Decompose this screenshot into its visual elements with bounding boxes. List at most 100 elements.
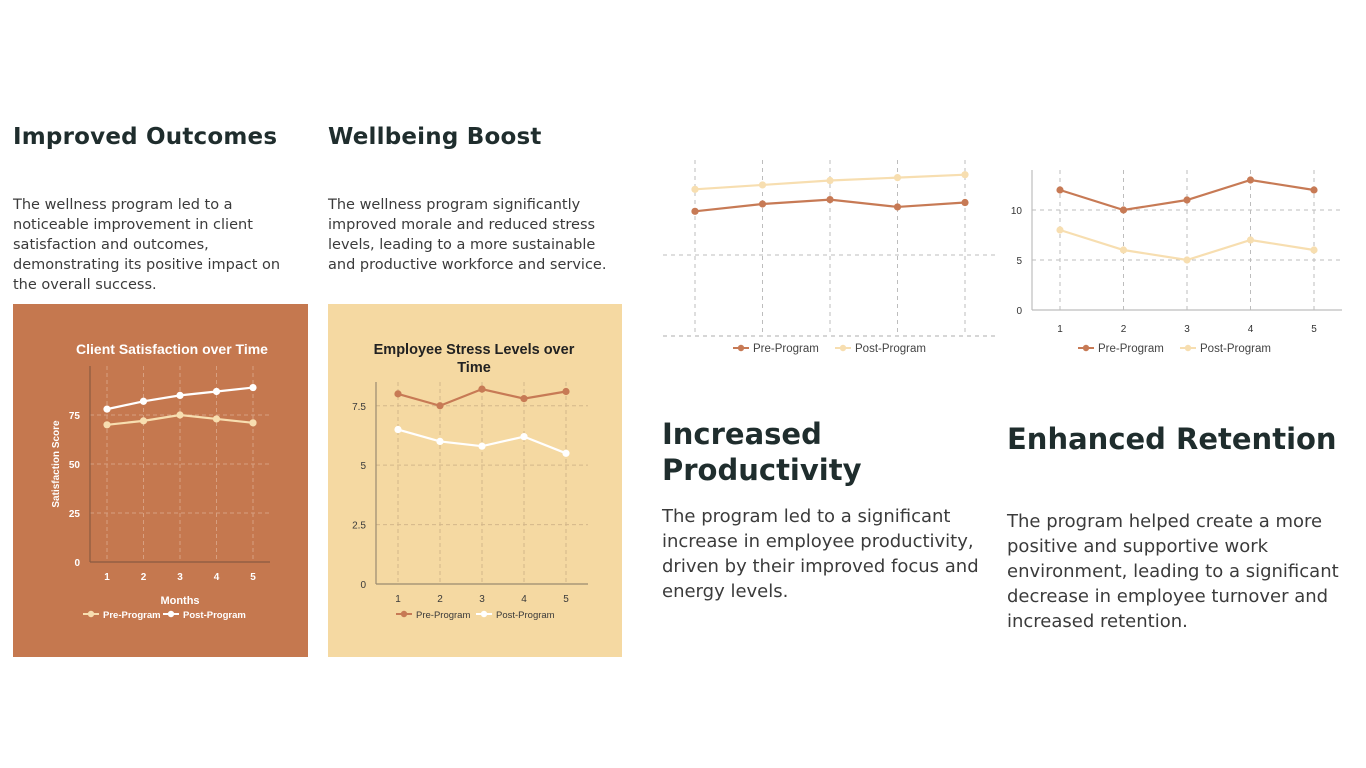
- productivity-chart: Pre-Program Post-Program: [663, 160, 997, 355]
- client-satisfaction-legend-marker: [87, 610, 95, 618]
- employee-stress-point-post: [394, 425, 402, 434]
- client-satisfaction-point-pre: [139, 417, 148, 425]
- employee-stress-point-post: [478, 442, 486, 450]
- productivity-point-post: [826, 176, 834, 185]
- client-satisfaction-point-post: [139, 397, 148, 405]
- retention-x-tick: 4: [1248, 324, 1254, 335]
- employee-stress-point-pre: [394, 390, 402, 398]
- client-satisfaction-point-pre: [249, 419, 257, 427]
- retention-y-tick: 0: [1016, 306, 1022, 317]
- productivity-point-post: [691, 185, 699, 193]
- retention-legend-marker: [1184, 344, 1192, 352]
- productivity-point-post: [758, 181, 767, 189]
- retention-point-pre: [1056, 186, 1064, 194]
- employee-stress-legend-label: Post-Program: [496, 610, 555, 621]
- outcomes-text: The wellness program led to a noticeable…: [13, 197, 281, 293]
- employee-stress-point-post: [436, 437, 444, 446]
- retention-point-post: [1310, 246, 1318, 254]
- retention-point-post: [1119, 246, 1128, 254]
- productivity-title-line1: Increased: [662, 417, 822, 451]
- retention-legend-label: Post-Program: [1200, 343, 1271, 355]
- employee-stress-legend-label: Pre-Program: [416, 610, 470, 621]
- client-satisfaction-point-pre: [176, 411, 184, 419]
- client-satisfaction-point-post: [176, 391, 184, 399]
- client-satisfaction-y-tick: 50: [69, 460, 81, 471]
- productivity-text: The program led to a significant increas…: [662, 506, 979, 602]
- productivity-point-post: [961, 171, 969, 179]
- employee-stress-x-tick: 4: [521, 594, 527, 605]
- employee-stress-point-post: [520, 433, 528, 441]
- employee-stress-x-tick: 3: [479, 594, 485, 605]
- productivity-legend-label: Pre-Program: [753, 343, 819, 355]
- productivity-point-pre: [893, 203, 902, 211]
- client-satisfaction-y-tick: 0: [74, 558, 80, 569]
- productivity-point-pre: [691, 207, 699, 215]
- retention-title: Enhanced Retention: [1007, 422, 1337, 456]
- client-satisfaction-x-tick: 3: [177, 572, 183, 583]
- client-satisfaction-legend-label: Post-Program: [183, 610, 246, 621]
- client-satisfaction-point-post: [103, 405, 111, 413]
- retention-x-tick: 3: [1184, 324, 1190, 335]
- productivity-title-line2: Productivity: [662, 453, 862, 487]
- productivity-legend-marker: [839, 344, 847, 352]
- client-satisfaction-point-pre: [103, 421, 111, 429]
- wellbeing-title: Wellbeing Boost: [328, 124, 542, 150]
- client-satisfaction-legend-label: Pre-Program: [103, 610, 161, 621]
- employee-stress-y-tick: 5: [360, 461, 366, 472]
- client-satisfaction-card: Client Satisfaction over Time 0 25 50 75 1 2 3 4…: [13, 304, 308, 657]
- retention-chart: 0 5 10 1 2 3 4 5 Pre-Program Post-Program: [1011, 170, 1342, 355]
- retention-y-tick: 10: [1011, 206, 1023, 217]
- productivity-point-pre: [961, 198, 969, 207]
- client-satisfaction-point-pre: [212, 415, 221, 423]
- client-satisfaction-y-label: Satisfaction Score: [51, 420, 62, 508]
- employee-stress-point-pre: [478, 385, 486, 393]
- client-satisfaction-legend-marker: [167, 610, 175, 618]
- retention-point-post: [1183, 256, 1191, 264]
- client-satisfaction-x-label: Months: [160, 595, 199, 607]
- client-satisfaction-y-tick: 75: [69, 411, 81, 422]
- employee-stress-chart: Employee Stress Levels over Time 0 2.5 5 7.5 1…: [352, 342, 588, 621]
- retention-text: The program helped create a more positiv…: [1007, 511, 1339, 632]
- client-satisfaction-x-tick: 2: [141, 572, 147, 583]
- outcomes-title: Improved Outcomes: [13, 124, 278, 150]
- employee-stress-x-tick: 1: [395, 594, 401, 605]
- employee-stress-point-pre: [520, 395, 528, 403]
- client-satisfaction-point-post: [249, 383, 257, 392]
- client-satisfaction-x-tick: 1: [104, 572, 110, 583]
- employee-stress-legend-marker: [480, 610, 488, 618]
- productivity-point-post: [893, 174, 902, 182]
- productivity-legend-marker: [737, 344, 745, 352]
- employee-stress-point-post: [562, 449, 570, 457]
- employee-stress-y-tick: 7.5: [352, 402, 366, 413]
- productivity-point-pre: [826, 196, 834, 204]
- employee-stress-legend-marker: [400, 610, 408, 618]
- client-satisfaction-chart: Client Satisfaction over Time 0 25 50 75 1 2 3 4…: [51, 341, 270, 621]
- productivity-legend-label: Post-Program: [855, 343, 926, 355]
- retention-point-post: [1246, 236, 1255, 244]
- retention-point-post: [1056, 226, 1064, 234]
- employee-stress-x-tick: 5: [563, 594, 569, 605]
- retention-x-tick: 2: [1121, 324, 1127, 335]
- retention-x-tick: 5: [1311, 324, 1317, 335]
- productivity-point-pre: [758, 200, 767, 208]
- productivity-title: Increased Productivity: [662, 416, 862, 488]
- client-satisfaction-point-post: [212, 387, 221, 396]
- employee-stress-x-tick: 2: [437, 594, 443, 605]
- employee-stress-title-line2: Time: [457, 360, 491, 376]
- client-satisfaction-x-tick: 5: [250, 572, 256, 583]
- employee-stress-y-tick: 2.5: [352, 521, 366, 532]
- client-satisfaction-x-tick: 4: [214, 572, 220, 583]
- retention-x-tick: 1: [1057, 324, 1063, 335]
- retention-point-pre: [1183, 196, 1191, 204]
- retention-y-tick: 5: [1016, 256, 1022, 267]
- wellbeing-text: The wellness program significantly impro…: [328, 197, 607, 273]
- employee-stress-point-pre: [562, 387, 570, 396]
- retention-legend-label: Pre-Program: [1098, 343, 1164, 355]
- client-satisfaction-title: Client Satisfaction over Time: [76, 341, 268, 357]
- retention-point-pre: [1119, 206, 1128, 214]
- client-satisfaction-y-tick: 25: [69, 509, 81, 520]
- employee-stress-card: Employee Stress Levels over Time 0 2.5 5 7.5 1…: [328, 304, 622, 657]
- employee-stress-title-line1: Employee Stress Levels over: [374, 342, 575, 358]
- retention-point-pre: [1246, 176, 1255, 184]
- employee-stress-point-pre: [436, 402, 444, 410]
